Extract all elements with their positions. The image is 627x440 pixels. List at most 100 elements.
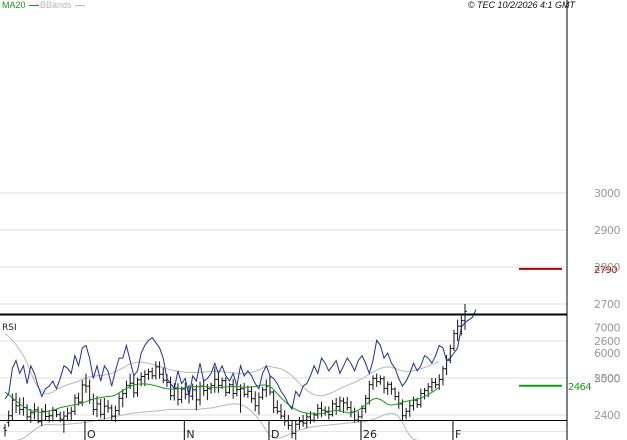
ohlc-bar bbox=[378, 375, 383, 385]
ohlc-bar bbox=[65, 407, 70, 421]
ohlc-bar bbox=[319, 401, 324, 418]
ohlc-bar bbox=[327, 406, 331, 420]
ohlc-bar bbox=[179, 386, 184, 404]
ohlc-bar bbox=[293, 420, 298, 440]
bbands-legend: BBands bbox=[40, 0, 85, 11]
ohlc-bar bbox=[176, 383, 180, 406]
ohlc-bar bbox=[408, 400, 412, 417]
ohlc-bar bbox=[69, 406, 74, 421]
x-tick-label: 26 bbox=[363, 428, 377, 440]
ohlc-bar bbox=[330, 400, 335, 417]
ohlc-bar bbox=[455, 319, 460, 341]
y-tick-label: 2900 bbox=[594, 224, 620, 237]
ohlc-bar bbox=[334, 397, 338, 415]
ohlc-bar bbox=[242, 382, 246, 398]
ohlc-bar bbox=[3, 424, 7, 437]
ohlc-bar bbox=[194, 384, 199, 411]
bbands-legend-label: BBands bbox=[40, 0, 72, 10]
support-label: 2464 bbox=[568, 382, 591, 393]
ohlc-bars bbox=[3, 304, 467, 440]
ohlc-bar bbox=[209, 382, 213, 394]
ohlc-bar bbox=[80, 380, 85, 407]
ohlc-bar bbox=[396, 391, 401, 409]
ohlc-bar bbox=[168, 376, 173, 401]
ohlc-bar bbox=[212, 366, 217, 393]
x-tick-label: O bbox=[87, 428, 96, 440]
ohlc-bar bbox=[271, 390, 276, 414]
bbands-legend-swatch bbox=[74, 5, 85, 7]
ohlc-bar bbox=[411, 396, 416, 411]
ohlc-bar bbox=[190, 383, 195, 401]
ohlc-bar bbox=[216, 372, 221, 393]
ohlc-bar bbox=[14, 392, 18, 414]
ohlc-bar bbox=[279, 403, 283, 420]
ohlc-bar bbox=[374, 373, 379, 387]
ohlc-bar bbox=[106, 400, 110, 413]
ohlc-bar bbox=[404, 407, 408, 420]
ohlc-bar bbox=[183, 382, 188, 400]
ohlc-bar bbox=[227, 383, 232, 394]
y-tick-label: 2600 bbox=[594, 335, 620, 348]
y-tick-label: 2400 bbox=[594, 409, 620, 422]
ohlc-bar bbox=[341, 397, 346, 414]
y-tick-label: 2800 bbox=[594, 261, 620, 274]
ohlc-bar bbox=[235, 386, 239, 397]
ohlc-bar bbox=[40, 408, 44, 427]
ma20-legend-swatch bbox=[28, 5, 39, 7]
ohlc-bar bbox=[385, 381, 390, 396]
price-annotations: 2790 2464 bbox=[519, 265, 618, 393]
price-y-axis: 2400 2500 2600 2700 2800 2900 3000 bbox=[594, 187, 621, 422]
ohlc-bar bbox=[282, 410, 287, 426]
ohlc-bar bbox=[345, 396, 350, 411]
ohlc-bar bbox=[393, 387, 397, 401]
ohlc-bar bbox=[154, 361, 158, 380]
ohlc-bar bbox=[231, 379, 235, 399]
rsi-panel: RSI 5000 6000 7000 bbox=[2, 309, 621, 411]
ohlc-bar bbox=[6, 410, 11, 427]
ohlc-bar bbox=[367, 380, 372, 405]
ma20-legend-label: MA20 bbox=[2, 0, 26, 10]
rsi-title: RSI bbox=[2, 323, 17, 333]
rsi-line bbox=[4, 309, 477, 411]
ohlc-bar bbox=[135, 377, 140, 397]
ohlc-bar bbox=[113, 405, 118, 423]
rsi-tick-label: 5000 bbox=[594, 373, 620, 386]
ohlc-bar bbox=[124, 380, 129, 398]
ohlc-bar bbox=[62, 410, 66, 433]
ohlc-bar bbox=[441, 366, 445, 386]
ohlc-bar bbox=[452, 329, 456, 351]
ohlc-bar bbox=[109, 404, 114, 421]
ohlc-bar bbox=[150, 367, 154, 380]
ohlc-bar bbox=[172, 383, 177, 401]
ohlc-bar bbox=[400, 399, 405, 421]
ohlc-bar bbox=[275, 400, 280, 414]
ohlc-bar bbox=[415, 397, 419, 408]
ohlc-bar bbox=[51, 406, 55, 422]
ohlc-bar bbox=[54, 408, 59, 418]
ohlc-bar bbox=[463, 304, 467, 330]
y-tick-label: 2500 bbox=[594, 372, 620, 385]
ohlc-bar bbox=[91, 393, 96, 415]
ohlc-bar bbox=[146, 368, 151, 380]
ohlc-bar bbox=[201, 379, 206, 396]
ohlc-bar bbox=[84, 373, 88, 393]
ohlc-bar bbox=[117, 393, 121, 415]
ohlc-bar bbox=[264, 379, 269, 398]
ohlc-bar bbox=[260, 386, 265, 400]
ohlc-bar bbox=[389, 381, 394, 395]
ohlc-bar bbox=[338, 396, 342, 413]
rsi-tick-label: 6000 bbox=[594, 347, 620, 360]
ohlc-bar bbox=[157, 361, 162, 379]
time-x-axis: O N D 26 F bbox=[84, 420, 461, 440]
ohlc-bar bbox=[448, 344, 453, 364]
ohlc-bar bbox=[25, 404, 29, 421]
ohlc-bar bbox=[323, 406, 327, 416]
ohlc-bar bbox=[257, 392, 261, 415]
resistance-label: 2790 bbox=[594, 265, 617, 276]
ohlc-bar bbox=[132, 375, 136, 398]
ma20-layer bbox=[4, 383, 440, 415]
ma20-line bbox=[4, 383, 440, 415]
ohlc-bar bbox=[286, 415, 291, 430]
ohlc-bar bbox=[17, 397, 22, 415]
